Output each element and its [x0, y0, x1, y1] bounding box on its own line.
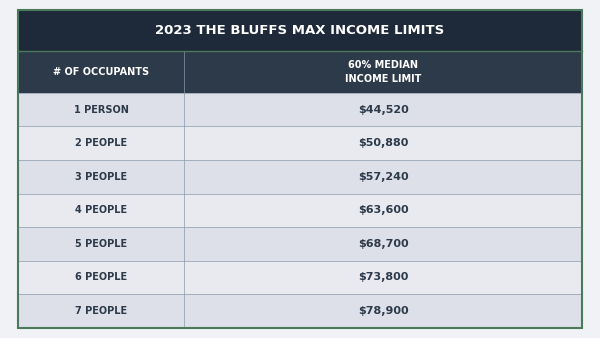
- Text: 4 PEOPLE: 4 PEOPLE: [75, 205, 127, 215]
- Text: 3 PEOPLE: 3 PEOPLE: [75, 172, 127, 182]
- Text: # OF OCCUPANTS: # OF OCCUPANTS: [53, 67, 149, 77]
- Text: $63,600: $63,600: [358, 205, 409, 215]
- Text: 6 PEOPLE: 6 PEOPLE: [75, 272, 127, 283]
- Bar: [18, 51, 582, 93]
- Bar: [18, 294, 582, 328]
- Text: 60% MEDIAN
INCOME LIMIT: 60% MEDIAN INCOME LIMIT: [345, 60, 421, 84]
- Text: 2023 THE BLUFFS MAX INCOME LIMITS: 2023 THE BLUFFS MAX INCOME LIMITS: [155, 24, 445, 37]
- Bar: [18, 261, 582, 294]
- Bar: [18, 160, 582, 194]
- Bar: [18, 10, 582, 51]
- Text: 5 PEOPLE: 5 PEOPLE: [75, 239, 127, 249]
- Text: $44,520: $44,520: [358, 104, 409, 115]
- Bar: [18, 194, 582, 227]
- Text: $50,880: $50,880: [358, 138, 409, 148]
- Text: $57,240: $57,240: [358, 172, 409, 182]
- Bar: [18, 227, 582, 261]
- Text: 1 PERSON: 1 PERSON: [74, 104, 128, 115]
- Bar: [18, 93, 582, 126]
- Text: 2 PEOPLE: 2 PEOPLE: [75, 138, 127, 148]
- Text: $78,900: $78,900: [358, 306, 409, 316]
- Bar: [18, 126, 582, 160]
- Text: $73,800: $73,800: [358, 272, 409, 283]
- Text: $68,700: $68,700: [358, 239, 409, 249]
- Text: 7 PEOPLE: 7 PEOPLE: [75, 306, 127, 316]
